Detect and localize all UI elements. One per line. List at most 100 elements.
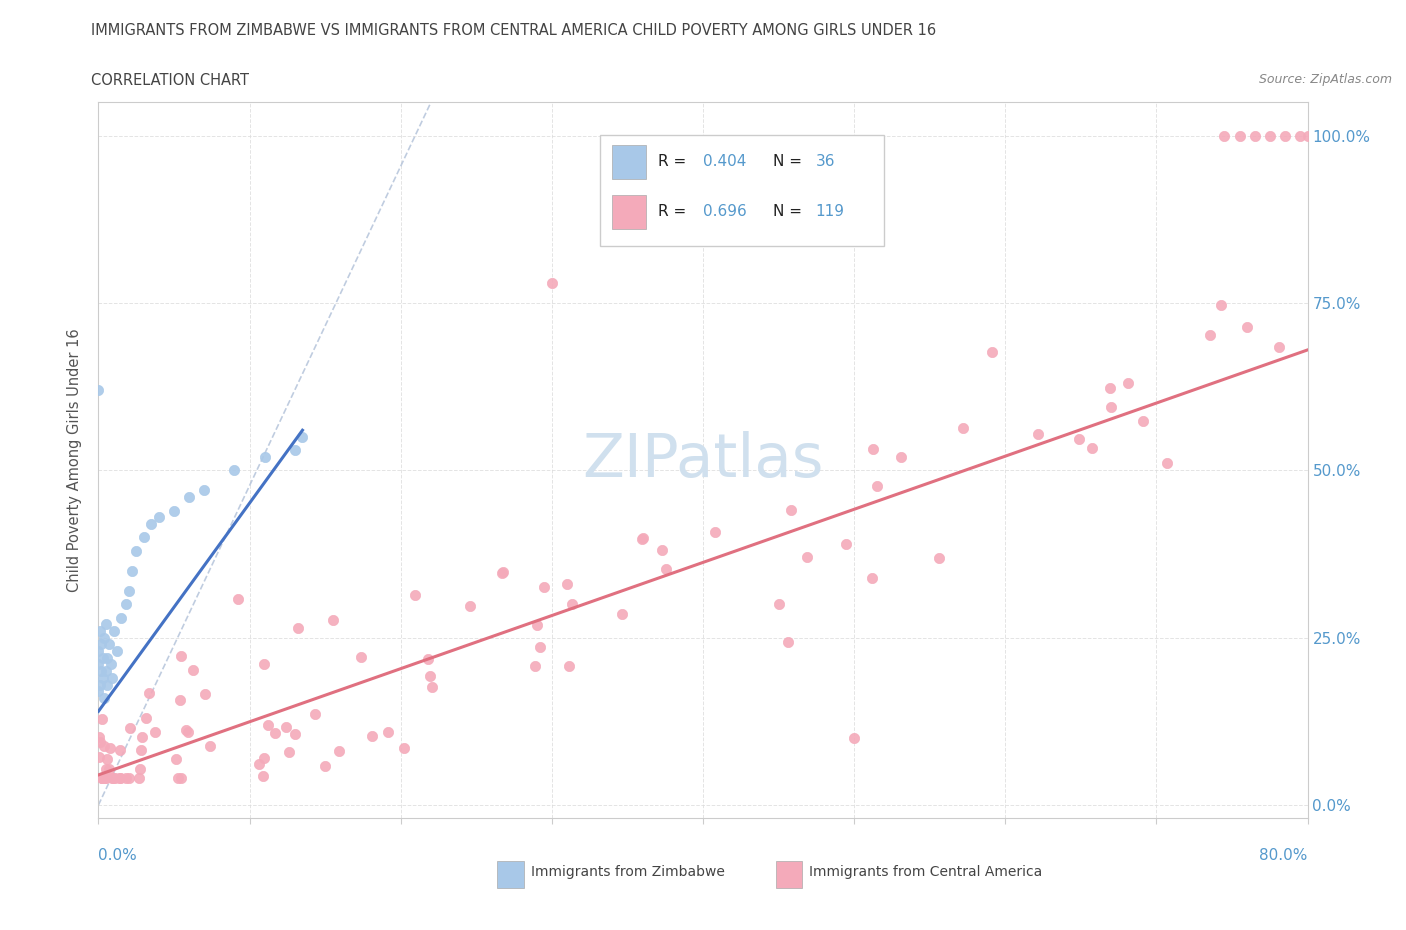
Point (350, 649, 373, 664)
Text: CORRELATION CHART: CORRELATION CHART (91, 73, 249, 87)
Point (252, 768, 274, 783)
Point (89, 624, 111, 639)
Point (276, 720, 298, 735)
Point (533, 579, 555, 594)
Point (91, 712, 114, 727)
Point (104, 771, 127, 786)
Point (91, 771, 114, 786)
Point (115, 771, 138, 786)
Text: Immigrants from Zimbabwe: Immigrants from Zimbabwe (531, 865, 725, 879)
Point (174, 723, 197, 737)
Point (98, 740, 121, 755)
Point (131, 730, 153, 745)
Point (96, 771, 118, 786)
Point (110, 610, 132, 625)
Point (981, 345, 1004, 360)
Point (96, 650, 118, 665)
Point (866, 479, 889, 494)
Point (93, 690, 115, 705)
Point (87, 657, 110, 671)
Point (87, 644, 110, 658)
Point (98, 762, 121, 777)
Point (94, 617, 117, 631)
Point (93, 771, 115, 786)
Point (862, 442, 884, 457)
Point (780, 502, 803, 517)
Point (291, 430, 314, 445)
Point (163, 503, 186, 518)
Point (87, 730, 110, 745)
Point (651, 542, 673, 557)
Point (101, 771, 124, 786)
FancyBboxPatch shape (776, 860, 803, 888)
Point (96, 751, 118, 766)
Point (1209, 298, 1232, 312)
Point (304, 707, 326, 722)
Point (555, 577, 578, 591)
Text: IMMIGRANTS FROM ZIMBABWE VS IMMIGRANTS FROM CENTRAL AMERICA CHILD POVERTY AMONG : IMMIGRANTS FROM ZIMBABWE VS IMMIGRANTS F… (91, 23, 936, 38)
Point (87, 684, 110, 698)
Text: 0.0%: 0.0% (98, 848, 138, 863)
Point (118, 721, 141, 736)
Point (91, 671, 114, 685)
Point (228, 591, 250, 606)
Point (1236, 319, 1258, 334)
Point (796, 550, 818, 565)
Point (129, 742, 152, 757)
Point (169, 692, 191, 707)
Point (558, 658, 581, 673)
Point (125, 543, 148, 558)
Text: Source: ZipAtlas.com: Source: ZipAtlas.com (1258, 73, 1392, 86)
Point (377, 724, 399, 739)
Point (394, 741, 416, 756)
Point (110, 771, 132, 786)
Point (655, 562, 678, 577)
Point (170, 771, 193, 786)
Point (179, 490, 201, 505)
Point (114, 597, 136, 612)
Point (890, 450, 912, 465)
Text: 119: 119 (815, 205, 845, 219)
Point (631, 530, 654, 545)
Point (284, 443, 307, 458)
FancyBboxPatch shape (498, 860, 524, 888)
Point (177, 724, 200, 739)
Point (1296, 128, 1319, 143)
Point (284, 727, 307, 742)
Text: 0.404: 0.404 (703, 154, 747, 169)
Point (90, 664, 112, 679)
Text: ZIPatlas: ZIPatlas (582, 431, 824, 490)
Point (193, 483, 215, 498)
FancyBboxPatch shape (613, 144, 647, 179)
Point (1268, 339, 1291, 354)
Point (100, 657, 122, 671)
Point (198, 738, 221, 753)
Point (524, 658, 547, 673)
FancyBboxPatch shape (600, 135, 884, 246)
Point (322, 613, 344, 628)
Point (422, 680, 444, 695)
Point (170, 649, 193, 664)
Point (540, 275, 562, 290)
Point (183, 662, 205, 677)
Point (94, 664, 117, 679)
Text: 0.696: 0.696 (703, 205, 747, 219)
Point (1258, 128, 1281, 143)
Point (1289, 128, 1312, 143)
Point (418, 651, 440, 666)
Point (194, 686, 217, 701)
Point (90, 771, 112, 786)
Point (257, 717, 280, 732)
Point (835, 537, 858, 551)
Point (96, 677, 118, 692)
Point (87, 382, 110, 397)
Point (844, 731, 866, 746)
Point (419, 669, 441, 684)
Point (1199, 327, 1222, 342)
Point (89, 677, 111, 692)
Point (1026, 426, 1049, 441)
Point (776, 635, 799, 650)
Point (90, 637, 112, 652)
Point (458, 599, 481, 614)
Text: N =: N = (773, 154, 807, 169)
